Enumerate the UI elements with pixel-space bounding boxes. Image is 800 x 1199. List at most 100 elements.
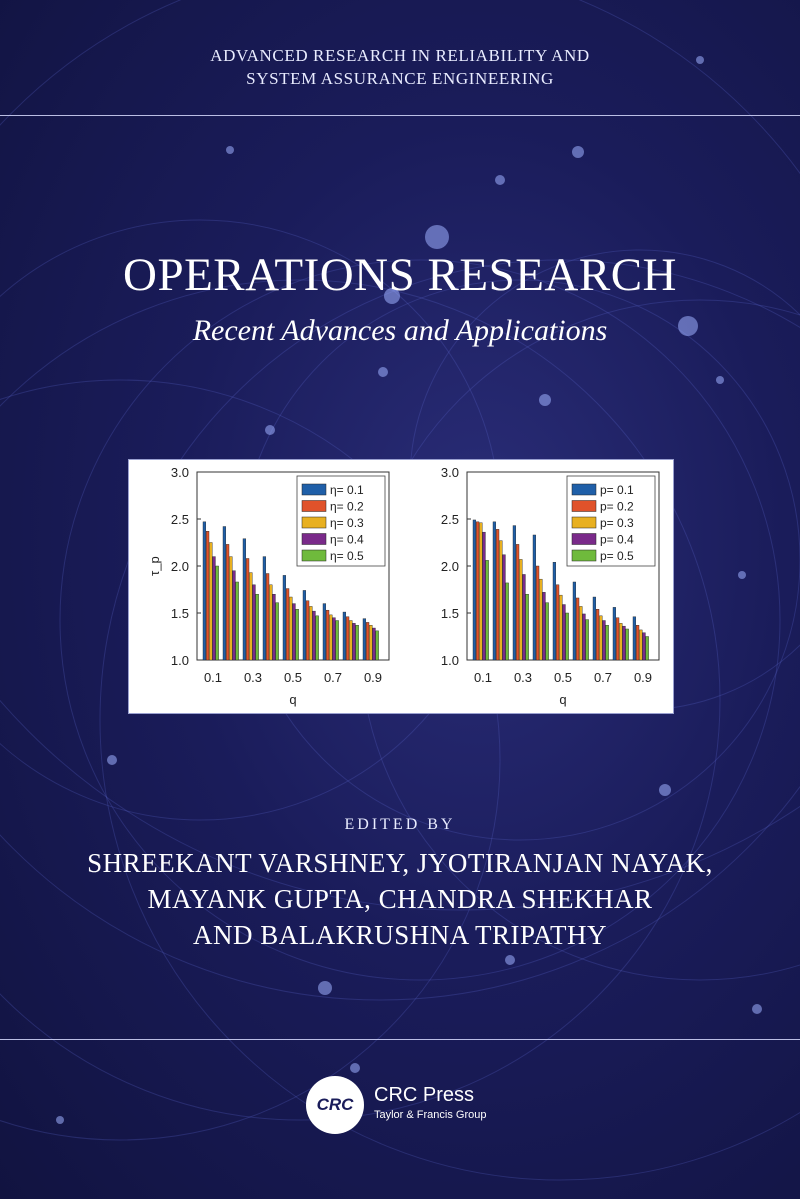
editors-line3: AND BALAKRUSHNA TRIPATHY — [192, 920, 608, 950]
cover-figure: 1.0 1.5 2.0 2.5 3.0 0.1 0.3 0.5 0.7 0.9 q τ_p η= 0.1… — [128, 459, 674, 714]
legend-swatch — [571, 516, 597, 529]
bar — [232, 570, 236, 661]
bar — [572, 581, 576, 661]
bar — [212, 556, 216, 661]
bg-curve — [59, 259, 781, 981]
bar — [265, 573, 270, 661]
x-axis-label: q — [559, 692, 566, 707]
y-tick-label: 3.0 — [171, 465, 189, 480]
bar — [622, 625, 626, 661]
bar — [362, 618, 366, 661]
bg-dot — [226, 146, 234, 154]
bar — [645, 636, 649, 661]
bar — [499, 540, 503, 661]
legend-label: η= 0.4 — [330, 533, 364, 547]
series-title-line2: SYSTEM ASSURANCE ENGINEERING — [246, 69, 554, 88]
bar — [342, 611, 346, 661]
bar — [295, 609, 299, 661]
bar — [289, 596, 293, 661]
bar — [552, 562, 556, 661]
legend-label: p= 0.3 — [600, 516, 634, 530]
legend-label: η= 0.3 — [330, 516, 364, 530]
y-axis-label: τ_p — [147, 556, 162, 576]
bar — [305, 600, 310, 661]
chart-panel-1: 1.0 1.5 2.0 2.5 3.0 0.1 0.3 0.5 0.7 0.9 q τ_p η= 0.1… — [147, 465, 390, 707]
bar — [619, 623, 623, 661]
bar — [222, 526, 226, 661]
book-subtitle: Recent Advances and Applications — [192, 314, 608, 347]
bg-dot — [752, 1004, 762, 1014]
bar — [612, 607, 616, 661]
bar — [559, 594, 563, 661]
y-tick-label: 2.0 — [441, 559, 459, 574]
bg-curve — [0, 379, 501, 1141]
bar — [275, 602, 279, 661]
legend-swatch — [571, 549, 597, 562]
series-title: ADVANCED RESEARCH IN RELIABILITY AND SYS… — [0, 44, 800, 90]
bg-dot — [716, 376, 724, 384]
legend-swatch — [301, 549, 327, 562]
bar — [539, 578, 543, 661]
bar — [565, 612, 569, 661]
bar — [592, 596, 596, 661]
bar — [492, 521, 496, 661]
bar — [225, 544, 230, 661]
bar — [556, 584, 560, 661]
bg-dot — [678, 316, 698, 336]
bg-dot — [384, 288, 400, 304]
bar — [315, 615, 319, 661]
bar — [632, 616, 636, 661]
crc-badge-icon: CRC — [306, 1076, 364, 1134]
y-tick-label: 2.5 — [441, 512, 459, 527]
bg-dot — [659, 784, 671, 796]
x-tick-label: 0.5 — [554, 670, 572, 685]
y-tick-label: 3.0 — [441, 465, 459, 480]
bar — [249, 572, 253, 661]
bg-dot — [350, 1063, 360, 1073]
bar — [496, 529, 500, 661]
bar — [325, 609, 330, 661]
bar — [582, 613, 586, 661]
bar — [215, 565, 219, 661]
bar — [502, 554, 506, 661]
bar — [272, 593, 276, 661]
bar — [329, 614, 333, 661]
x-tick-label: 0.3 — [514, 670, 532, 685]
bar — [262, 556, 266, 661]
bg-dot — [539, 394, 551, 406]
bar — [292, 603, 296, 661]
legend-label: η= 0.2 — [330, 500, 364, 514]
bar — [636, 625, 640, 661]
bg-dot — [107, 755, 117, 765]
legend-label: p= 0.2 — [600, 500, 634, 514]
bar — [639, 629, 643, 661]
legend-swatch — [301, 516, 327, 529]
bar — [349, 620, 353, 661]
bar — [229, 556, 233, 661]
bar — [332, 617, 336, 661]
bar — [322, 603, 326, 661]
bg-dot — [378, 367, 388, 377]
bar — [522, 574, 526, 661]
bar — [542, 592, 546, 661]
bg-curve — [0, 0, 800, 1001]
y-tick-label: 1.5 — [171, 606, 189, 621]
y-tick-label: 1.0 — [441, 653, 459, 668]
bar — [209, 542, 213, 661]
bg-dot — [696, 56, 704, 64]
bar — [482, 531, 486, 661]
bar — [596, 609, 600, 661]
bar — [252, 584, 256, 661]
bar — [562, 604, 566, 661]
x-tick-label: 0.1 — [204, 670, 222, 685]
bg-dot — [265, 425, 275, 435]
bar — [365, 622, 370, 661]
bar — [545, 602, 549, 661]
bar — [532, 534, 536, 661]
bar — [345, 616, 350, 661]
bar — [335, 620, 339, 661]
x-tick-label: 0.5 — [284, 670, 302, 685]
bar — [355, 625, 359, 661]
series-title-line1: ADVANCED RESEARCH IN RELIABILITY AND — [210, 46, 590, 65]
